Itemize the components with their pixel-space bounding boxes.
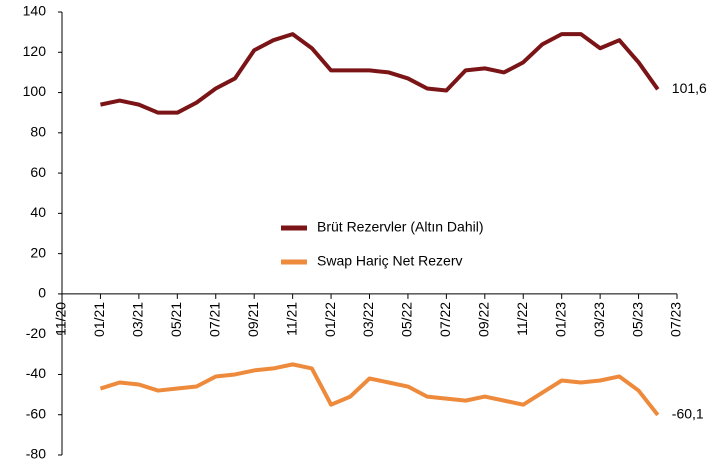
- x-tick-label: 03/23: [591, 302, 607, 337]
- y-tick-label: 40: [30, 204, 46, 220]
- x-tick-label: 09/22: [476, 302, 492, 337]
- x-tick-label: 01/23: [552, 302, 568, 337]
- x-tick-label: 01/21: [91, 302, 107, 337]
- series-line: [100, 32, 660, 115]
- x-tick-label: 07/21: [206, 302, 222, 337]
- y-tick-label: -60: [26, 405, 46, 421]
- x-tick-label: 07/23: [668, 302, 684, 337]
- value-label: -60,1: [672, 406, 704, 422]
- legend-label: Brüt Rezervler (Altın Dahil): [317, 219, 484, 235]
- y-tick-label: 80: [30, 124, 46, 140]
- x-tick-label: 09/21: [245, 302, 261, 337]
- x-tick-label: 07/22: [437, 302, 453, 337]
- x-tick-label: 05/21: [168, 302, 184, 337]
- y-tick-label: 140: [23, 3, 47, 19]
- x-tick-label: 11/21: [283, 302, 299, 336]
- y-tick-label: -20: [26, 325, 46, 341]
- x-tick-label: 03/22: [360, 302, 376, 337]
- y-tick-label: 120: [23, 43, 47, 59]
- x-tick-label: 11/22: [514, 302, 530, 336]
- y-tick-label: 60: [30, 164, 46, 180]
- legend-label: Swap Hariç Net Rezerv: [317, 253, 463, 269]
- y-tick-label: -80: [26, 446, 46, 462]
- y-tick-label: 0: [38, 285, 46, 301]
- y-tick-label: 100: [23, 83, 47, 99]
- y-tick-label: -40: [26, 365, 46, 381]
- series-line: [99, 362, 660, 417]
- x-tick-label: 05/23: [629, 302, 645, 337]
- x-tick-label: 11/20: [53, 302, 69, 336]
- y-tick-label: 20: [30, 244, 46, 260]
- x-tick-label: 05/22: [399, 302, 415, 337]
- x-tick-label: 01/22: [322, 302, 338, 337]
- x-tick-label: 03/21: [130, 302, 146, 337]
- value-label: 101,6: [672, 80, 707, 96]
